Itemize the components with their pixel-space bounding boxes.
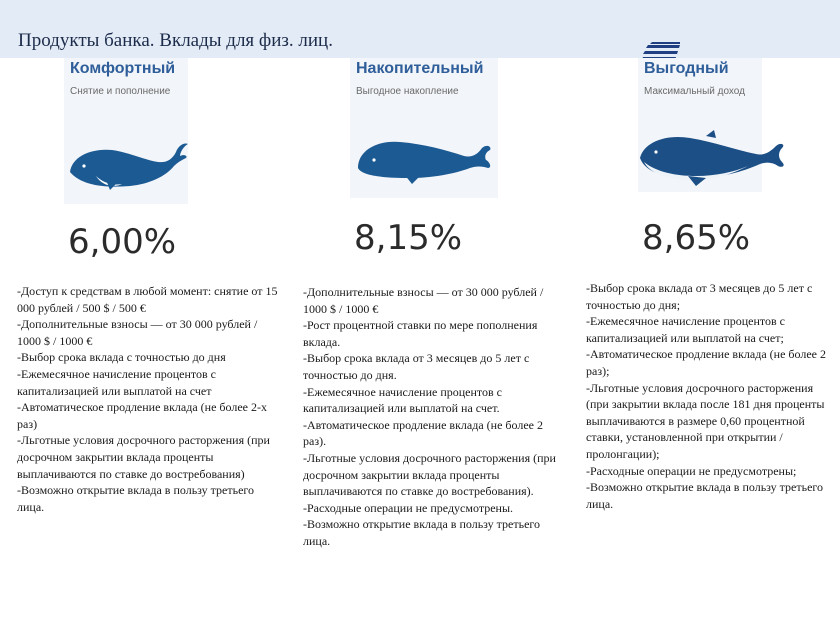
feature-item: -Льготные условия досрочного расторжения… xyxy=(586,380,825,461)
whale-icon xyxy=(640,130,784,186)
feature-item: -Возможно открытие вклада в пользу треть… xyxy=(303,517,541,548)
whale-icon xyxy=(70,143,188,190)
feature-item: -Ежемесячное начисление процентов с капи… xyxy=(303,384,502,416)
feature-list-profitable: -Выбор срока вклада от 3 месяцев до 5 ле… xyxy=(586,280,826,512)
feature-item: -Льготные условия досрочного расторжения… xyxy=(17,433,270,481)
feature-item: -Льготные условия досрочного расторжения… xyxy=(303,450,556,499)
product-subtitle: Снятие и пополнение xyxy=(70,86,171,97)
whale-icon xyxy=(358,141,491,184)
feature-item: -Расходные операции не предусмотрены; xyxy=(586,463,797,478)
feature-item: -Расходные операции не предусмотрены. xyxy=(303,500,514,515)
product-subtitle: Максимальный доход xyxy=(644,86,745,97)
product-rate: 8,65% xyxy=(642,218,751,258)
feature-item: -Дополнительные взносы — от 30 000 рубле… xyxy=(303,285,544,316)
feature-list-comfort: -Доступ к средствам в любой момент: снят… xyxy=(17,283,279,515)
feature-item: -Ежемесячное начисление процентов с капи… xyxy=(17,366,216,398)
feature-item: -Ежемесячное начисление процентов с капи… xyxy=(586,314,785,345)
product-name: Накопительный xyxy=(356,60,484,77)
feature-item: -Дополнительные взносы — от 30 000 рубле… xyxy=(17,317,258,348)
feature-item: -Автоматическое продление вклада (не бол… xyxy=(17,400,267,431)
product-name: Выгодный xyxy=(644,60,729,77)
product-subtitle: Выгодное накопление xyxy=(356,86,459,97)
feature-item: -Выбор срока вклада от 3 месяцев до 5 ле… xyxy=(586,281,813,312)
feature-item: -Возможно открытие вклада в пользу треть… xyxy=(17,483,255,514)
feature-item: -Возможно открытие вклада в пользу треть… xyxy=(586,480,824,511)
header-band xyxy=(0,0,840,58)
feature-item: -Рост процентной ставки по мере пополнен… xyxy=(303,318,538,349)
feature-item: -Выбор срока вклада от 3 месяцев до 5 ле… xyxy=(303,351,530,382)
feature-item: -Автоматическое продление вклада (не бол… xyxy=(303,417,543,449)
feature-list-savings: -Дополнительные взносы — от 30 000 рубле… xyxy=(303,284,559,550)
feature-item: -Доступ к средствам в любой момент: снят… xyxy=(17,284,278,315)
feature-item: -Автоматическое продление вклада (не бол… xyxy=(586,347,826,378)
product-rate: 8,15% xyxy=(354,218,463,258)
product-rate: 6,00% xyxy=(68,222,177,262)
product-card-comfort: Комфортный Снятие и пополнение xyxy=(64,58,188,204)
product-name: Комфортный xyxy=(70,60,176,77)
page-title: Продукты банка. Вклады для физ. лиц. xyxy=(18,30,333,51)
feature-item: -Выбор срока вклада с точностью до дня xyxy=(17,350,226,365)
